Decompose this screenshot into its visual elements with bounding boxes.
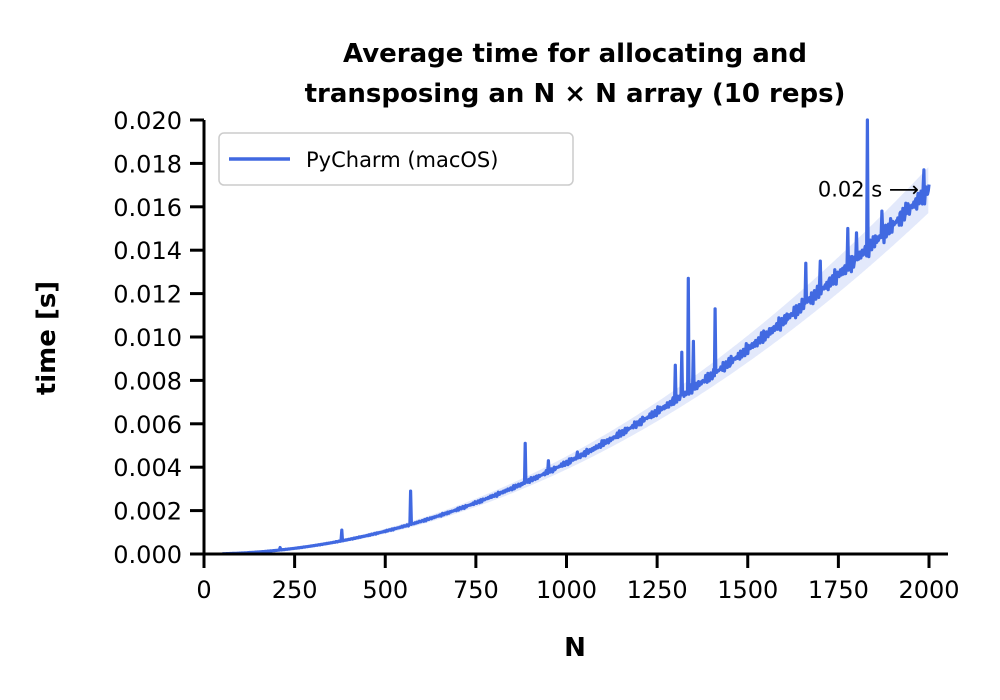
chart-title-line-2: transposing an N × N array (10 reps) — [305, 79, 846, 109]
x-tick-label: 0 — [196, 576, 211, 604]
x-tick-label: 750 — [453, 576, 499, 604]
series-pycharm-macos — [221, 118, 931, 556]
x-tick-label: 1000 — [536, 576, 597, 604]
legend-box — [218, 132, 574, 186]
x-tick-label: 1750 — [808, 576, 869, 604]
y-tick-label: 0.018 — [113, 150, 182, 178]
y-tick-label: 0.004 — [113, 454, 182, 482]
x-tick-label: 2000 — [898, 576, 959, 604]
x-axis-label: N — [564, 633, 586, 663]
y-tick-label: 0.016 — [113, 194, 182, 222]
variance-band — [222, 167, 929, 555]
annotation-label: 0.02 s ⟶ — [818, 177, 919, 201]
y-ticks: 0.000 0.002 0.004 0.006 0.008 0.010 0.012 0.014… — [113, 107, 204, 569]
x-ticks: 0 250 500 750 1000 1250 1500 1750 2000 — [196, 554, 960, 604]
legend: PyCharm (macOS) — [218, 132, 574, 186]
y-tick-label: 0.008 — [113, 367, 182, 395]
y-tick-label: 0.014 — [113, 237, 182, 265]
y-tick-label: 0.006 — [113, 411, 182, 439]
y-tick-label: 0.020 — [113, 107, 182, 135]
series-line — [221, 118, 931, 556]
x-tick-label: 250 — [272, 576, 318, 604]
x-tick-label: 500 — [362, 576, 408, 604]
y-tick-label: 0.002 — [113, 498, 182, 526]
y-tick-label: 0.012 — [113, 281, 182, 309]
y-tick-label: 0.010 — [113, 324, 182, 352]
legend-entry: PyCharm (macOS) — [306, 148, 498, 172]
x-tick-label: 1250 — [627, 576, 688, 604]
y-tick-label: 0.000 — [113, 541, 182, 569]
variance-band-area — [222, 167, 929, 555]
x-tick-label: 1500 — [717, 576, 778, 604]
y-axis-label: time [s] — [32, 281, 62, 395]
chart-title-line-1: Average time for allocating and — [343, 39, 807, 69]
